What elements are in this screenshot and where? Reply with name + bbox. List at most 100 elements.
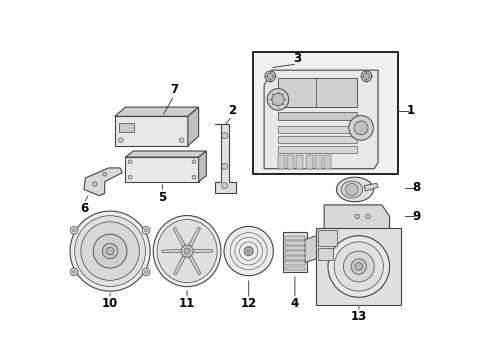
Polygon shape	[115, 116, 187, 145]
Ellipse shape	[341, 181, 362, 198]
Text: 4: 4	[290, 297, 298, 310]
Circle shape	[354, 263, 362, 270]
Bar	[253, 53, 397, 174]
Text: 10: 10	[102, 297, 118, 310]
Bar	[118, 122, 134, 132]
Text: 9: 9	[411, 210, 420, 223]
Polygon shape	[305, 236, 316, 263]
Polygon shape	[188, 227, 200, 247]
Circle shape	[81, 222, 139, 280]
Circle shape	[128, 160, 132, 164]
Circle shape	[75, 216, 145, 287]
Bar	[277, 126, 357, 132]
Circle shape	[102, 243, 118, 259]
Bar	[314, 155, 321, 169]
Polygon shape	[173, 256, 185, 275]
Bar	[277, 136, 357, 143]
Circle shape	[92, 182, 97, 186]
Text: 5: 5	[158, 191, 166, 204]
Circle shape	[70, 226, 78, 234]
Circle shape	[93, 234, 127, 268]
Ellipse shape	[157, 220, 217, 283]
Text: 11: 11	[179, 297, 195, 310]
Text: 6: 6	[80, 202, 88, 215]
Circle shape	[70, 211, 150, 291]
Bar	[285, 252, 305, 255]
Polygon shape	[214, 124, 236, 193]
Polygon shape	[188, 256, 201, 275]
Circle shape	[192, 175, 196, 179]
Circle shape	[348, 116, 373, 140]
Polygon shape	[187, 107, 198, 145]
Polygon shape	[264, 70, 377, 169]
Polygon shape	[198, 151, 206, 182]
Polygon shape	[125, 157, 198, 182]
Circle shape	[118, 138, 123, 143]
Bar	[277, 155, 285, 169]
Bar	[324, 155, 330, 169]
Circle shape	[271, 93, 284, 105]
Circle shape	[142, 226, 150, 234]
Circle shape	[70, 268, 78, 276]
Circle shape	[264, 71, 275, 82]
Bar	[317, 248, 333, 260]
Text: 13: 13	[350, 310, 366, 323]
Circle shape	[144, 229, 147, 232]
Circle shape	[345, 183, 357, 195]
Circle shape	[128, 175, 132, 179]
Bar	[285, 247, 305, 249]
Bar	[296, 155, 303, 169]
Bar	[285, 266, 305, 270]
Polygon shape	[125, 151, 206, 157]
Circle shape	[183, 248, 190, 254]
Circle shape	[179, 138, 183, 143]
Polygon shape	[162, 249, 181, 253]
Circle shape	[181, 245, 193, 257]
Circle shape	[354, 214, 359, 219]
Circle shape	[266, 89, 288, 110]
Bar	[285, 242, 305, 244]
Text: 3: 3	[292, 52, 301, 65]
Bar	[277, 112, 357, 120]
Circle shape	[72, 229, 76, 232]
Bar	[285, 261, 305, 265]
Bar	[277, 78, 357, 107]
Bar	[285, 256, 305, 260]
Polygon shape	[316, 228, 400, 305]
Text: 7: 7	[170, 83, 178, 96]
Circle shape	[333, 242, 383, 291]
Circle shape	[72, 270, 76, 274]
Polygon shape	[173, 228, 185, 247]
Text: 8: 8	[411, 181, 420, 194]
Circle shape	[192, 160, 196, 164]
Polygon shape	[193, 249, 212, 253]
Circle shape	[363, 73, 369, 80]
Ellipse shape	[336, 177, 373, 202]
Circle shape	[221, 163, 227, 170]
Circle shape	[102, 172, 106, 176]
Circle shape	[365, 214, 369, 219]
Bar	[286, 155, 293, 169]
Circle shape	[246, 249, 250, 253]
Bar	[317, 230, 337, 247]
Bar	[305, 155, 312, 169]
Bar	[285, 237, 305, 239]
Polygon shape	[115, 107, 198, 116]
Text: 1: 1	[406, 104, 414, 117]
Circle shape	[327, 236, 389, 297]
Circle shape	[221, 132, 227, 139]
Ellipse shape	[153, 216, 221, 287]
Bar	[277, 145, 357, 153]
Circle shape	[266, 73, 273, 80]
Polygon shape	[364, 183, 377, 191]
Text: 2: 2	[227, 104, 235, 117]
Circle shape	[350, 259, 366, 274]
Circle shape	[244, 247, 252, 255]
Circle shape	[360, 71, 371, 82]
Polygon shape	[324, 205, 389, 232]
Text: 12: 12	[240, 297, 256, 310]
Circle shape	[142, 268, 150, 276]
Polygon shape	[350, 209, 377, 225]
Circle shape	[106, 247, 114, 255]
Circle shape	[221, 183, 227, 189]
